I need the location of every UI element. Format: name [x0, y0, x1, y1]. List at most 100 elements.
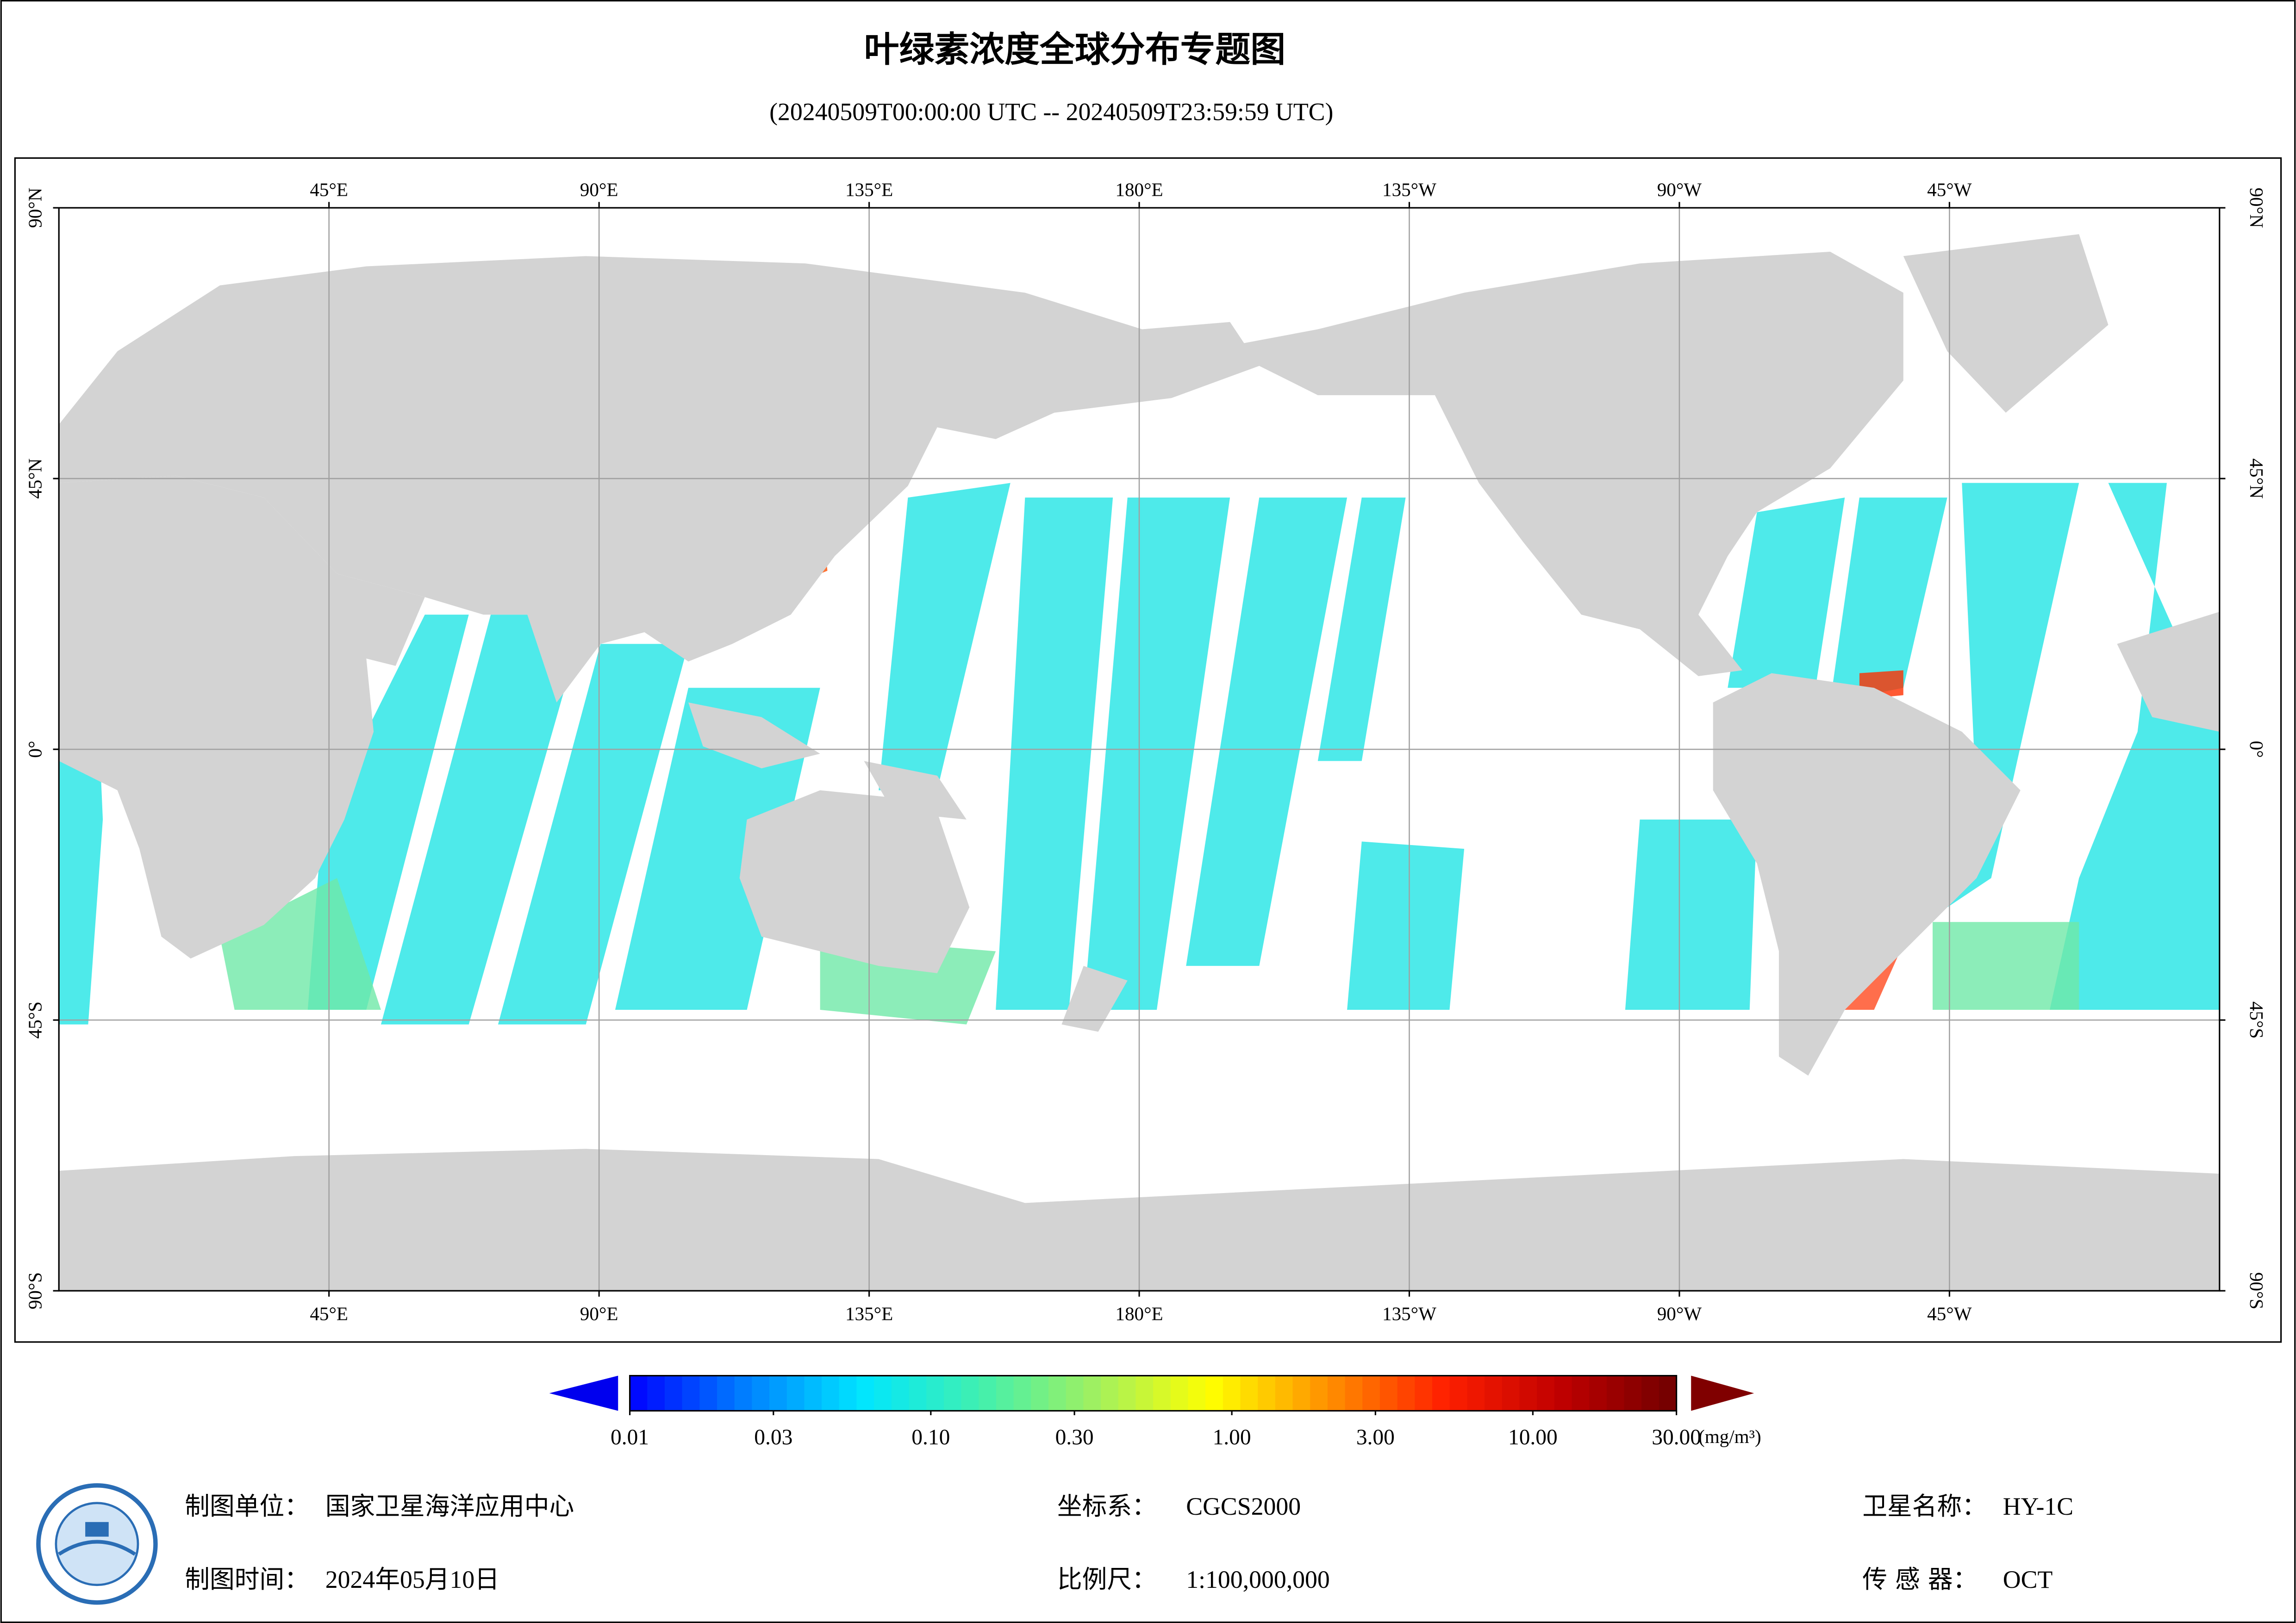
logo: [36, 1483, 158, 1605]
map-outer-frame: [14, 157, 2282, 1343]
colorbar-tick-label: 0.30: [1055, 1425, 1094, 1449]
x-tick-label: 135°W: [1382, 1303, 1436, 1324]
colorbar-segment: [1485, 1375, 1503, 1411]
x-tick-label: 90°W: [1657, 179, 1702, 200]
colorbar-under: [549, 1375, 618, 1411]
subtitle: (20240509T00:00:00 UTC -- 20240509T23:59…: [769, 98, 1333, 125]
logo-wave: [58, 1540, 136, 1556]
colorbar-segment: [1606, 1375, 1625, 1411]
y-tick-label: 90°N: [2246, 187, 2267, 228]
colorbar-segment: [1223, 1375, 1241, 1411]
x-tick-label: 135°E: [845, 179, 893, 200]
colorbar-segment: [752, 1375, 770, 1411]
colorbar-segment: [1292, 1375, 1311, 1411]
colorbar-segment: [1519, 1375, 1538, 1411]
colorbar-segment: [1170, 1375, 1189, 1411]
colorbar-segment: [682, 1375, 700, 1411]
colorbar-segment: [979, 1375, 997, 1411]
land: [688, 702, 820, 769]
land: [59, 256, 1260, 703]
swath: [1347, 841, 1465, 1010]
land: [1903, 234, 2109, 413]
y-tick-label: 0°: [24, 741, 45, 758]
colorbar-segment: [1048, 1375, 1067, 1411]
footer-value: 1:100,000,000: [1186, 1566, 1330, 1593]
y-tick-label: 90°S: [2246, 1272, 2267, 1309]
graticule: [59, 208, 2220, 1291]
colorbar-segment: [717, 1375, 735, 1411]
colorbar-segment: [630, 1375, 648, 1411]
swath: [381, 615, 586, 1025]
colorbar-segment: [1379, 1375, 1398, 1411]
colorbar: 0.01 0.03 0.10 0.30 1.00 3.00 10.00 30.00(mg/m³…: [549, 1374, 1761, 1449]
colorbar-segment: [1432, 1375, 1450, 1411]
colorbar-segment: [769, 1375, 787, 1411]
colorbar-segment: [699, 1375, 718, 1411]
x-tick-label: 180°E: [1115, 1303, 1163, 1324]
colorbar-segment: [1118, 1375, 1136, 1411]
land: [739, 790, 970, 973]
colorbar-segment: [996, 1375, 1014, 1411]
colorbar-tick-label: 1.00: [1213, 1425, 1251, 1449]
colorbar-segment: [822, 1375, 840, 1411]
swath: [996, 497, 1113, 1010]
y-tick-label: 0°: [2246, 741, 2267, 758]
swath: [1830, 497, 1947, 703]
x-tick-label: 90°E: [580, 179, 618, 200]
logo-satellite: [85, 1522, 109, 1537]
swath: [1083, 497, 1230, 1010]
colorbar-segment: [786, 1375, 805, 1411]
swath: [615, 688, 820, 1010]
colorbar-segment: [839, 1375, 857, 1411]
x-tick-label: 180°E: [1115, 179, 1163, 200]
colorbar-segment: [804, 1375, 823, 1411]
colorbar-segment: [1205, 1375, 1223, 1411]
y-tick-label: 45°S: [24, 1001, 45, 1038]
colorbar-segment: [1554, 1375, 1572, 1411]
land: [1200, 251, 1903, 676]
x-tick-label: 90°E: [580, 1303, 618, 1324]
colorbar-segment: [664, 1375, 683, 1411]
footer-label: 传 感 器：: [1862, 1565, 1978, 1594]
title: 叶绿素浓度全球分布专题图: [864, 29, 1286, 70]
colorbar-segment: [909, 1375, 927, 1411]
colorbar-segment: [1641, 1375, 1660, 1411]
axis-labels: 45°E 45°E 90°E 90°E 135°E 135°E 180°E 180°E 135°…: [24, 179, 2267, 1325]
swath: [2049, 483, 2220, 1010]
land: [1061, 966, 1128, 1032]
colorbar-segment: [1188, 1375, 1206, 1411]
swath: [220, 878, 381, 1010]
swath: [1317, 497, 1406, 761]
swath: [1625, 819, 1757, 1010]
colorbar-tick-label: 0.01: [611, 1425, 649, 1449]
swath: [1728, 497, 1845, 688]
land: [1713, 673, 2021, 1076]
colorbar-segment: [1449, 1375, 1468, 1411]
x-tick-label: 45°W: [1927, 1303, 1972, 1324]
swath: [498, 644, 689, 1025]
colorbar-segment: [1572, 1375, 1590, 1411]
colorbar-tick-label: 30.00: [1652, 1425, 1701, 1449]
colorbar-tick-label: 3.00: [1356, 1425, 1395, 1449]
colorbar-unit: (mg/m³): [1698, 1426, 1761, 1448]
colorbar-segment: [874, 1375, 892, 1411]
land: [59, 475, 425, 959]
swaths: [59, 483, 2220, 1025]
swath: [879, 483, 1011, 790]
swath: [1932, 922, 2079, 1010]
colorbar-segment: [1083, 1375, 1101, 1411]
colorbar-over: [1691, 1375, 1754, 1411]
footer-value: 国家卫星海洋应用中心: [325, 1492, 574, 1521]
footer-value: HY-1C: [2003, 1492, 2073, 1520]
footer-label: 坐标系：: [1057, 1492, 1157, 1521]
colorbar-segment: [1136, 1375, 1154, 1411]
land: [2117, 611, 2220, 732]
x-tick-label: 45°W: [1927, 179, 1972, 200]
colorbar-segment: [1153, 1375, 1171, 1411]
colorbar-segment: [926, 1375, 944, 1411]
y-tick-label: 90°N: [24, 187, 45, 228]
colorbar-segment: [1624, 1375, 1642, 1411]
footer-label: 制图单位：: [185, 1492, 309, 1521]
